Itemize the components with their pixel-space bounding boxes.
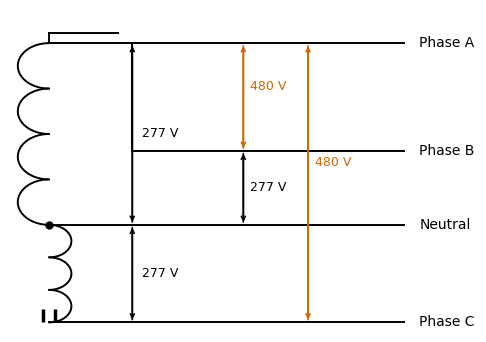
- Text: 480 V: 480 V: [250, 80, 287, 93]
- Text: Phase B: Phase B: [419, 144, 474, 158]
- Text: Phase C: Phase C: [419, 315, 475, 329]
- Text: Phase A: Phase A: [419, 36, 474, 50]
- Text: 277 V: 277 V: [141, 128, 178, 141]
- Text: 277 V: 277 V: [141, 267, 178, 280]
- Text: 480 V: 480 V: [315, 156, 351, 169]
- Text: Neutral: Neutral: [419, 218, 470, 232]
- Text: 277 V: 277 V: [250, 181, 287, 194]
